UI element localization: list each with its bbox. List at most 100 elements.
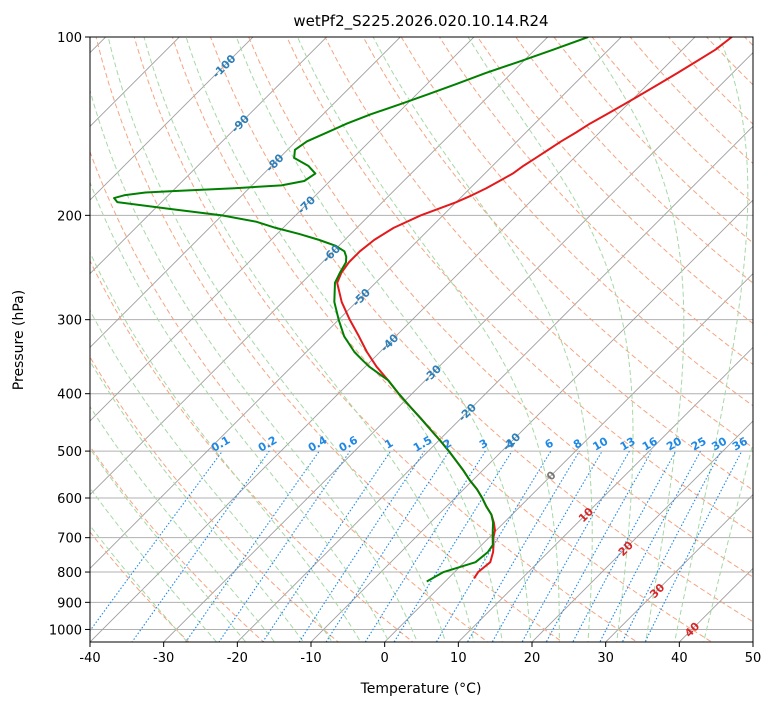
series-layer xyxy=(113,37,733,583)
isotherm-line xyxy=(90,37,696,642)
isotherm-line xyxy=(90,37,622,569)
dry-adiabat-line xyxy=(476,37,753,325)
x-tick-label: 50 xyxy=(745,651,762,666)
x-tick-label: 10 xyxy=(450,651,467,666)
isotherm-line xyxy=(90,37,180,127)
isotherm-label: 30 xyxy=(647,581,667,601)
dry-adiabat-line xyxy=(629,37,753,165)
isotherm-label: -50 xyxy=(350,286,373,309)
dry-adiabat-line xyxy=(765,0,775,654)
x-tick-label: 40 xyxy=(671,651,688,666)
moist-adiabat-line xyxy=(185,37,503,642)
y-tick-label: 400 xyxy=(57,388,82,403)
dry-adiabat-line xyxy=(90,356,339,642)
isotherm-line xyxy=(163,52,753,642)
isotherm-line xyxy=(457,346,753,642)
axis-ticks: -40 -30 -20 -10 0 10 20 30 40 5010020030040050060… xyxy=(49,31,761,666)
isotherm-line xyxy=(752,641,753,642)
mixing-ratio-label: 6 xyxy=(543,436,556,451)
moist-adiabat-line xyxy=(90,309,333,642)
isotherm-label: -80 xyxy=(263,151,286,174)
y-axis-label: Pressure (hPa) xyxy=(11,290,27,390)
dry-adiabat-line xyxy=(591,37,753,204)
isotherm-line xyxy=(531,420,753,642)
mixing-ratio-line xyxy=(599,450,702,642)
plot-area: 0.1 0.2 0.4 0.6 1 1.5 2 3 4 6 8 10 13 16 20 25 30 36-100-… xyxy=(90,0,775,654)
dry-adiabat-line xyxy=(95,37,564,642)
dry-adiabat-line xyxy=(90,531,190,642)
isotherm-label: 20 xyxy=(616,539,636,559)
moist-adiabat-line xyxy=(90,447,247,642)
isotherm-label: 10 xyxy=(576,505,596,525)
isotherm-line xyxy=(90,37,328,275)
mixing-ratio-line xyxy=(545,450,653,642)
line-labels: 0.1 0.2 0.4 0.6 1 1.5 2 3 4 6 8 10 13 16 20 25 30 36-100-… xyxy=(209,52,750,640)
dry-adiabat-line xyxy=(400,37,753,407)
y-tick-label: 1000 xyxy=(49,623,82,638)
x-axis-label: Temperature (°C) xyxy=(360,681,482,697)
isotherm-line xyxy=(310,199,753,642)
x-tick-label: -20 xyxy=(227,651,248,666)
mixing-ratio-line xyxy=(298,450,425,642)
mixing-ratio-label: 2 xyxy=(441,437,454,452)
isotherm-label: -40 xyxy=(378,331,401,354)
chart-title: wetPf2_S225.2026.020.10.14.R24 xyxy=(293,12,548,31)
plot-frame xyxy=(89,36,754,643)
moist-adiabat-line xyxy=(674,37,749,642)
x-tick-label: -40 xyxy=(79,651,100,666)
isotherm-line xyxy=(90,37,254,201)
dry-adiabat-line xyxy=(90,150,489,642)
mixing-ratio-line xyxy=(644,450,743,642)
isotherm-label: -70 xyxy=(295,193,318,216)
isotherm-label: 0 xyxy=(544,468,559,483)
moist-adiabat-line xyxy=(107,37,447,642)
dry-adiabat-line xyxy=(729,0,775,654)
moist-adiabat-line xyxy=(297,37,560,642)
dry-adiabat-line xyxy=(705,37,753,86)
mixing-ratio-line xyxy=(364,450,486,642)
background-lines xyxy=(90,0,775,654)
y-tick-label: 300 xyxy=(57,314,82,329)
dry-adiabat-line xyxy=(286,37,753,534)
isotherm-line xyxy=(90,37,401,348)
isotherm-line xyxy=(384,273,753,642)
isotherm-label: 40 xyxy=(682,620,702,640)
mixing-ratio-line xyxy=(621,450,722,642)
dry-adiabat-line xyxy=(324,37,753,491)
moist-adiabat-line xyxy=(143,37,475,642)
mixing-ratio-line xyxy=(185,450,320,642)
dry-adiabat-line xyxy=(171,37,713,642)
x-tick-label: -30 xyxy=(153,651,174,666)
moist-adiabat-line xyxy=(467,37,634,642)
isotherm-line xyxy=(90,37,475,422)
mixing-ratio-line xyxy=(491,450,603,642)
mixing-ratio-line xyxy=(90,450,223,632)
dry-adiabat-line xyxy=(438,37,753,366)
x-tick-label: -10 xyxy=(300,651,321,666)
dry-adiabat-line xyxy=(744,37,753,47)
y-tick-label: 100 xyxy=(57,31,82,46)
x-tick-label: 0 xyxy=(381,651,389,666)
moist-adiabat-line xyxy=(90,360,305,642)
y-tick-label: 200 xyxy=(57,209,82,224)
y-tick-label: 600 xyxy=(57,492,82,507)
x-tick-label: 30 xyxy=(597,651,614,666)
moist-adiabat-line xyxy=(90,251,362,642)
mixing-ratio-line xyxy=(262,450,392,642)
x-tick-label: 20 xyxy=(524,651,541,666)
y-tick-label: 800 xyxy=(57,566,82,581)
dry-adiabat-line xyxy=(133,37,638,642)
dry-adiabat-line xyxy=(90,259,414,642)
moist-adiabat-line xyxy=(372,37,593,642)
isotherm-label: -60 xyxy=(320,242,343,265)
y-tick-label: 500 xyxy=(57,445,82,460)
dewpoint-profile-line xyxy=(113,37,589,583)
isotherm-line xyxy=(90,37,549,496)
isotherm-line xyxy=(605,494,753,642)
isotherm-label: -10 xyxy=(500,430,523,453)
dry-adiabat-line xyxy=(90,445,265,642)
moist-adiabat-line xyxy=(90,487,218,642)
moist-adiabat-line xyxy=(90,181,390,642)
moist-adiabat-line xyxy=(235,37,532,642)
isotherm-line xyxy=(90,37,107,54)
